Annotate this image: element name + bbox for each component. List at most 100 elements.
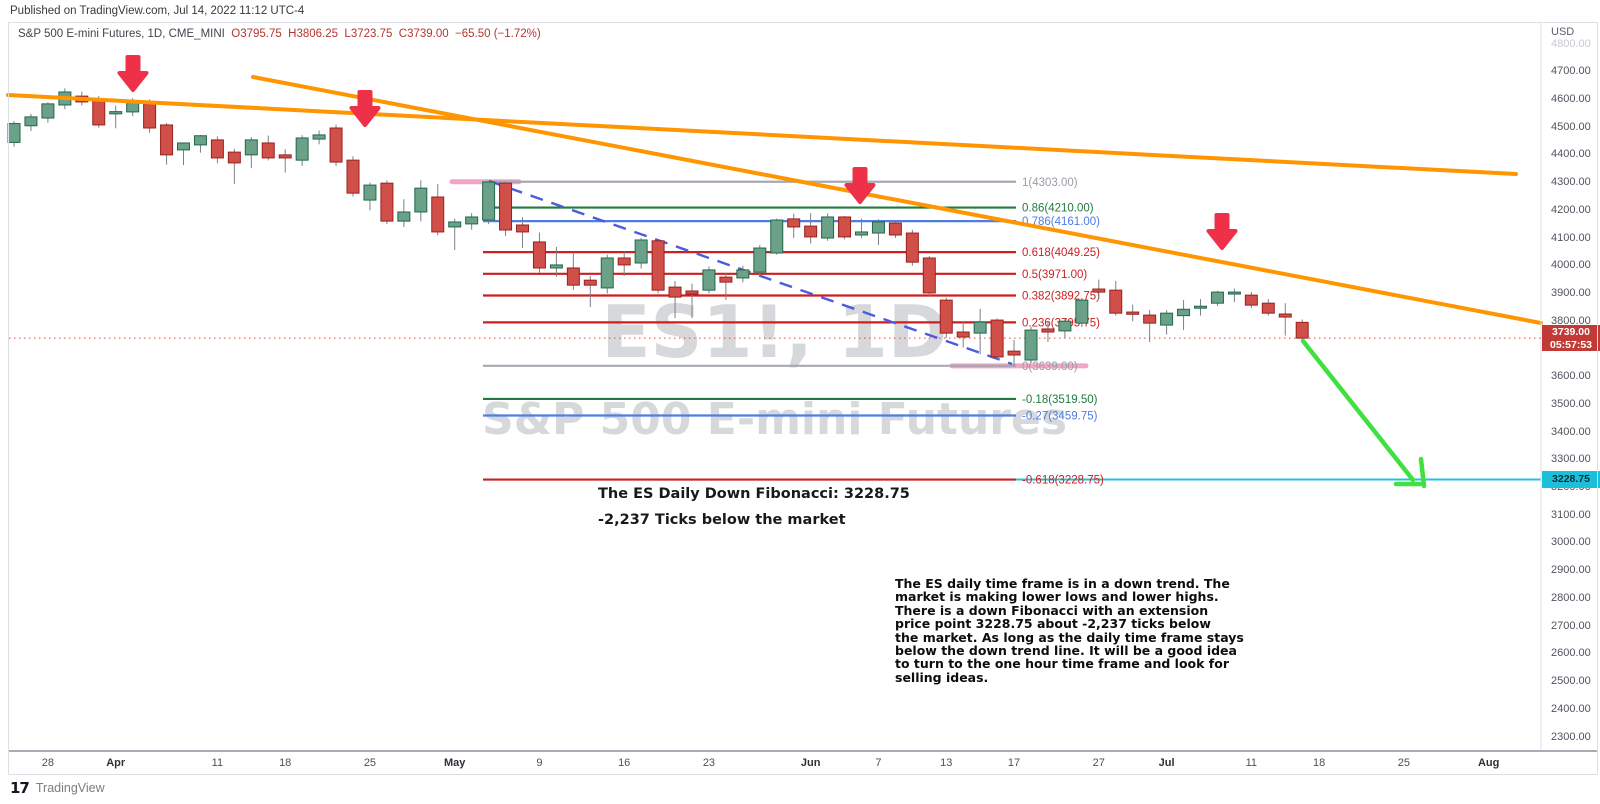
candle-body [753, 247, 767, 273]
candle-body [651, 240, 665, 291]
down-arrow-marker[interactable] [844, 167, 876, 204]
fib-direction-dashed-line [488, 179, 1013, 366]
price-tick-label: 3400.00 [1551, 425, 1591, 438]
candle-body [566, 267, 580, 286]
fib-note-line2: -2,237 Ticks below the market [598, 512, 846, 528]
price-tick-label: 4000.00 [1551, 259, 1591, 272]
candle-body [1160, 312, 1174, 326]
price-tick-label: 4100.00 [1551, 231, 1591, 244]
candle-body [549, 264, 563, 269]
candle-body [922, 257, 936, 294]
price-tick-label: 3300.00 [1551, 453, 1591, 466]
candle-body [346, 159, 360, 194]
price-tick-label: 4500.00 [1551, 120, 1591, 133]
candle-body [1126, 311, 1140, 315]
candle-body [177, 142, 190, 151]
candle-body [329, 127, 343, 163]
candle-body [1278, 313, 1292, 318]
candle-body [1041, 328, 1055, 333]
candle-body [244, 139, 258, 156]
time-tick-day: 17 [1007, 757, 1021, 769]
fib-level-label: 0.5(3971.00) [1022, 269, 1087, 281]
candle-body [770, 219, 784, 254]
alert-price-badge: 3228.75 [1542, 471, 1600, 489]
tradingview-brand[interactable]: TradingView [35, 781, 105, 795]
fib-level-label: -0.618(3228.75) [1022, 475, 1104, 487]
candle-body [210, 139, 224, 159]
candle-body [888, 222, 902, 236]
down-arrow-marker[interactable] [117, 55, 149, 92]
candle-body [1261, 302, 1275, 314]
candle-body [1143, 314, 1157, 324]
price-tick-label: 3100.00 [1551, 508, 1591, 521]
candle-body [617, 257, 631, 266]
price-axis[interactable]: USD 4800.00 4700.00 4600.00 4500.00 4400.00 4… [1542, 22, 1600, 751]
fib-level-label: 0.618(4049.25) [1022, 247, 1100, 259]
price-tick-label: 4300.00 [1551, 176, 1591, 189]
price-tick-label: 2800.00 [1551, 591, 1591, 604]
time-tick-day: 25 [363, 757, 377, 769]
candle-body [939, 299, 953, 334]
price-tick-label: 4400.00 [1551, 148, 1591, 161]
time-tick-day: 27 [1092, 757, 1105, 769]
candle-body [821, 216, 835, 239]
analysis-text-line: below the down trend line. It will be a … [895, 643, 1237, 659]
last-price-value: 3739.00 [1552, 326, 1590, 339]
candle-body [143, 103, 157, 129]
analysis-text: The ES daily time frame is in a down tre… [895, 576, 1244, 685]
price-axis-currency: USD [1551, 26, 1575, 38]
candle-body [448, 221, 462, 228]
analysis-text-line: There is a down Fibonacci with an extens… [895, 602, 1209, 618]
down-arrow-marker[interactable] [349, 90, 381, 127]
candle-body [838, 216, 852, 238]
symbol-legend: S&P 500 E-mini Futures, 1D, CME_MINI O37… [18, 28, 541, 40]
candle-body [312, 134, 326, 140]
candle-body [227, 151, 241, 164]
time-tick-day: 13 [940, 757, 953, 769]
candle-body [516, 224, 529, 233]
candle-body [1109, 289, 1123, 314]
fib-level-label: -0.18(3519.50) [1022, 394, 1098, 406]
fib-level-label: 1(4303.00) [1022, 177, 1078, 189]
candle-body [685, 290, 699, 295]
price-tick-label: 3000.00 [1551, 536, 1591, 549]
candle-body [719, 276, 733, 283]
price-tick-label: 4600.00 [1551, 92, 1591, 105]
time-axis[interactable]: 28 Apr 11 18 25 May 9 16 23 Jun 7 13 17 27 Jul 11 18 25 Au… [8, 751, 1541, 775]
candle-body [431, 196, 445, 233]
time-tick-day: 9 [536, 757, 543, 769]
candle-body [160, 124, 174, 156]
candle-body [532, 241, 546, 269]
time-tick-month: Apr [106, 757, 126, 769]
time-tick-day: 11 [1245, 757, 1258, 769]
candle-body [1210, 291, 1224, 304]
projection-arrow-head [1418, 456, 1427, 489]
price-tick-label: 4800.00 [1551, 37, 1591, 50]
candle-body [465, 216, 479, 225]
candle-body [41, 103, 55, 119]
candle-body [1058, 320, 1072, 332]
down-arrow-marker[interactable] [1206, 213, 1238, 250]
fib-note: The ES Daily Down Fibonacci: 3228.75 -2,… [598, 486, 910, 538]
analysis-text-line: market is making lower lows and lower hi… [895, 589, 1219, 605]
price-tick-label: 3600.00 [1551, 370, 1591, 383]
analysis-text-line: The ES daily time frame is in a down tre… [895, 576, 1230, 591]
fib-level-label: 0.86(4210.00) [1022, 203, 1094, 215]
legend-symbol: S&P 500 E-mini Futures, 1D, CME_MINI [18, 28, 225, 40]
candle-body [1177, 308, 1191, 317]
candle-body [1194, 305, 1207, 309]
analysis-text-line: to turn to the one hour time frame and l… [895, 656, 1229, 672]
analysis-text-line: the market. As long as the daily time fr… [895, 629, 1244, 645]
tradingview-logo-icon[interactable]: 17 [10, 779, 30, 797]
candle-body [702, 269, 716, 291]
time-tick-day: 25 [1397, 757, 1411, 769]
candle-body [956, 331, 970, 338]
candle-body [973, 321, 987, 334]
time-tick-month: Jun [800, 757, 821, 769]
analysis-text-line: price point 3228.75 about -2,237 ticks b… [895, 616, 1211, 632]
candle-body [499, 182, 513, 231]
fib-level-label: -0.27(3459.75) [1022, 411, 1098, 423]
candle-body [1244, 294, 1258, 306]
